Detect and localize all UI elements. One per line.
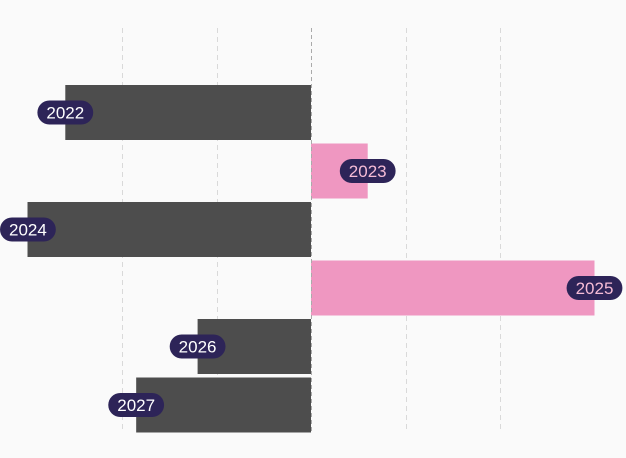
bar-labels: 2022 2023 2024 2025 2026 2027	[0, 100, 623, 417]
bar-label-text: 2023	[349, 162, 387, 181]
bar-label-text: 2025	[576, 279, 614, 298]
bar-label-pill	[108, 393, 165, 417]
bar-2022	[65, 85, 311, 140]
bar-label-text: 2022	[46, 104, 84, 123]
bar-label-pill	[0, 217, 56, 242]
bar-label-pill	[37, 100, 94, 125]
bar-label-2025: 2025	[566, 276, 623, 300]
bars	[27, 85, 595, 433]
bar-2025	[311, 260, 595, 316]
bar-2024	[27, 202, 311, 257]
bar-label-pill	[169, 334, 226, 359]
bar-label-text: 2024	[9, 221, 47, 240]
bar-label-2022: 2022	[37, 100, 94, 125]
bar-label-pill	[566, 276, 623, 300]
bar-label-pill	[339, 159, 396, 183]
bar-label-text: 2027	[117, 396, 155, 415]
bar-label-2024: 2024	[0, 217, 56, 242]
bar-label-2026: 2026	[169, 334, 226, 359]
bar-label-2027: 2027	[108, 393, 165, 417]
bar-label-2023: 2023	[339, 159, 396, 183]
bar-label-text: 2026	[179, 338, 217, 357]
bar-2027	[136, 377, 311, 433]
